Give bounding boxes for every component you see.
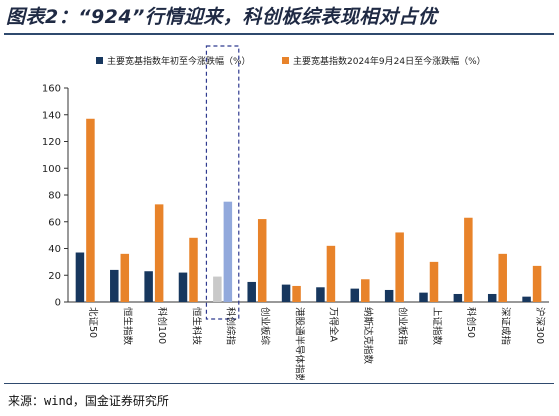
x-category-label: 万得全A (328, 307, 340, 343)
x-category-label: 科创50 (465, 307, 477, 338)
bar-series2 (189, 237, 198, 302)
bar-series2 (361, 279, 370, 302)
legend-swatch-series2 (282, 57, 289, 64)
y-tick-label: 80 (48, 191, 61, 202)
bar-chart: 主要宽基指数年初至今涨跌幅（%） 主要宽基指数2024年9月24日至今涨跌幅（%… (42, 45, 549, 380)
bar-series2 (154, 204, 164, 302)
footer-divider (4, 383, 554, 384)
bar-series2 (223, 201, 233, 302)
legend-label-series2: 主要宽基指数2024年9月24日至今涨跌幅（%） (293, 55, 486, 67)
bar-series1 (178, 272, 188, 302)
bar-series1 (316, 287, 325, 302)
source-note: 来源：wind，国金证券研究所 (8, 394, 169, 408)
y-tick-label: 0 (55, 298, 61, 309)
y-tick-label: 20 (48, 271, 61, 282)
x-category-label: 科创综指 (225, 307, 237, 346)
legend-label-series1: 主要宽基指数年初至今涨跌幅（%） (107, 55, 251, 67)
bar-series2 (498, 253, 507, 302)
bar-series2 (532, 265, 542, 302)
bar-series2 (257, 219, 267, 302)
x-category-label: 港股通半导体指数 (293, 307, 305, 380)
y-tick-label: 160 (42, 84, 61, 95)
bar-series1 (522, 296, 531, 302)
bar-series1 (144, 271, 153, 302)
bar-series1 (247, 281, 256, 302)
x-category-label: 创业板综 (259, 307, 271, 346)
bar-series1 (75, 252, 85, 302)
legend-swatch-series1 (96, 57, 103, 64)
bar-series2 (120, 253, 130, 302)
x-category-label: 北证50 (87, 307, 98, 338)
bar-series2 (292, 285, 301, 302)
x-category-label: 深证成指 (499, 307, 511, 346)
bar-series1 (213, 276, 222, 302)
bar-series2 (395, 232, 404, 302)
y-tick-label: 120 (42, 137, 61, 148)
x-category-label: 恒生指数 (122, 307, 134, 346)
y-tick-label: 60 (48, 217, 61, 228)
y-tick-label: 40 (48, 244, 61, 255)
bar-series1 (281, 284, 291, 302)
y-tick-label: 100 (42, 164, 61, 175)
page-title: 图表2：“924”行情迎来，科创板综表现相对占优 (6, 6, 438, 28)
bar-series2 (429, 261, 439, 302)
x-category-label: 上证指数 (431, 307, 443, 346)
bar-series2 (326, 245, 336, 302)
x-category-label: 纳斯达克指数 (362, 307, 374, 365)
chart-legend: 主要宽基指数年初至今涨跌幅（%） 主要宽基指数2024年9月24日至今涨跌幅（%… (96, 55, 486, 67)
bar-series1 (487, 293, 497, 302)
x-category-label: 沪深300 (534, 307, 546, 344)
bar-series1 (419, 292, 428, 302)
x-category-label: 恒生科技 (190, 307, 202, 346)
x-category-label: 科创100 (156, 307, 168, 344)
bar-series2 (464, 217, 473, 302)
title-divider (4, 33, 554, 35)
bar-series1 (110, 269, 119, 302)
bar-series1 (384, 289, 394, 302)
highlight-box (205, 45, 240, 320)
x-category-label: 创业板指 (396, 307, 408, 346)
y-tick-label: 140 (42, 110, 61, 121)
bar-series1 (453, 293, 463, 302)
bar-series1 (350, 288, 360, 302)
chart-bars (75, 118, 542, 302)
chart-category-labels: 北证50 恒生指数 科创100 恒生科技 科创综指 创业板综 港股通半导体指数 万得全A 纳斯达… (87, 307, 546, 380)
bar-series2 (86, 118, 95, 302)
